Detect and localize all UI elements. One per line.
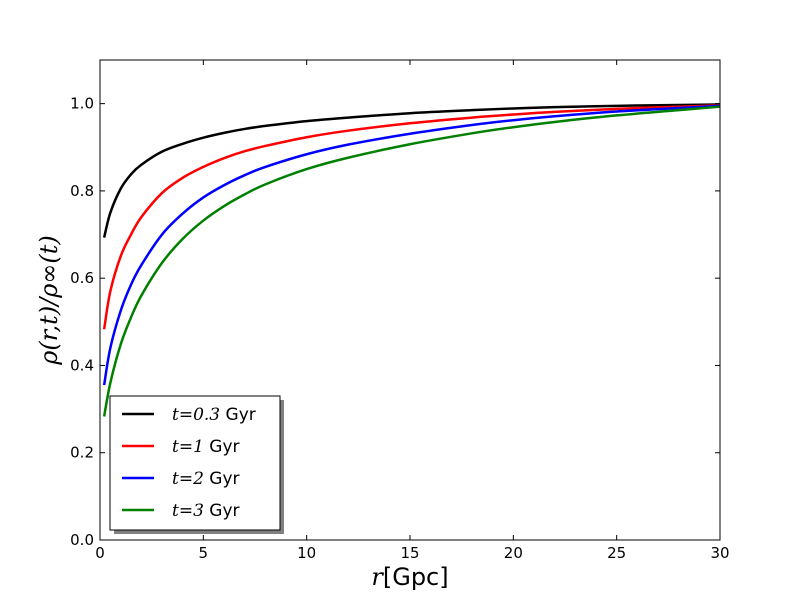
- x-axis-label: r[Gpc]: [371, 563, 448, 591]
- x-axis: 0 5 10 15 20 25 30: [95, 60, 730, 562]
- series-line: [102, 105, 721, 417]
- y-tick-label: 0.6: [70, 269, 94, 287]
- x-tick-label: 25: [607, 544, 626, 562]
- legend-box: [109, 395, 281, 531]
- legend-label: t=2 Gyr: [172, 469, 240, 489]
- series-line: [102, 104, 721, 330]
- x-axis-label-unit: [Gpc]: [383, 563, 449, 591]
- x-tick-label: 0: [95, 544, 105, 562]
- series-line: [102, 104, 721, 386]
- legend-label: t=0.3 Gyr: [172, 405, 256, 425]
- series-group: [102, 103, 721, 417]
- series-line: [102, 103, 721, 238]
- y-tick-label: 0.2: [70, 444, 94, 462]
- x-tick-label: 5: [199, 544, 209, 562]
- y-axis: 0.0 0.2 0.4 0.6 0.8 1.0: [70, 95, 720, 549]
- y-tick-label: 0.8: [70, 182, 94, 200]
- x-tick-label: 30: [710, 544, 729, 562]
- legend-label: t=1 Gyr: [172, 437, 240, 457]
- x-tick-label: 20: [504, 544, 523, 562]
- x-axis-label-variable: r: [371, 563, 384, 591]
- x-tick-label: 10: [297, 544, 316, 562]
- legend-label: t=3 Gyr: [172, 501, 240, 521]
- legend-items: t=0.3 Gyr t=1 Gyr t=2 Gyr t=3 Gyr: [122, 405, 256, 521]
- y-tick-label: 0.0: [70, 531, 94, 549]
- x-tick-label: 15: [400, 544, 419, 562]
- y-tick-label: 1.0: [70, 95, 94, 113]
- y-axis-label: ρ(r,t)/ρ∞(t): [35, 235, 63, 366]
- y-tick-label: 0.4: [70, 356, 94, 374]
- legend: t=0.3 Gyr t=1 Gyr t=2 Gyr t=3 Gyr: [109, 395, 284, 534]
